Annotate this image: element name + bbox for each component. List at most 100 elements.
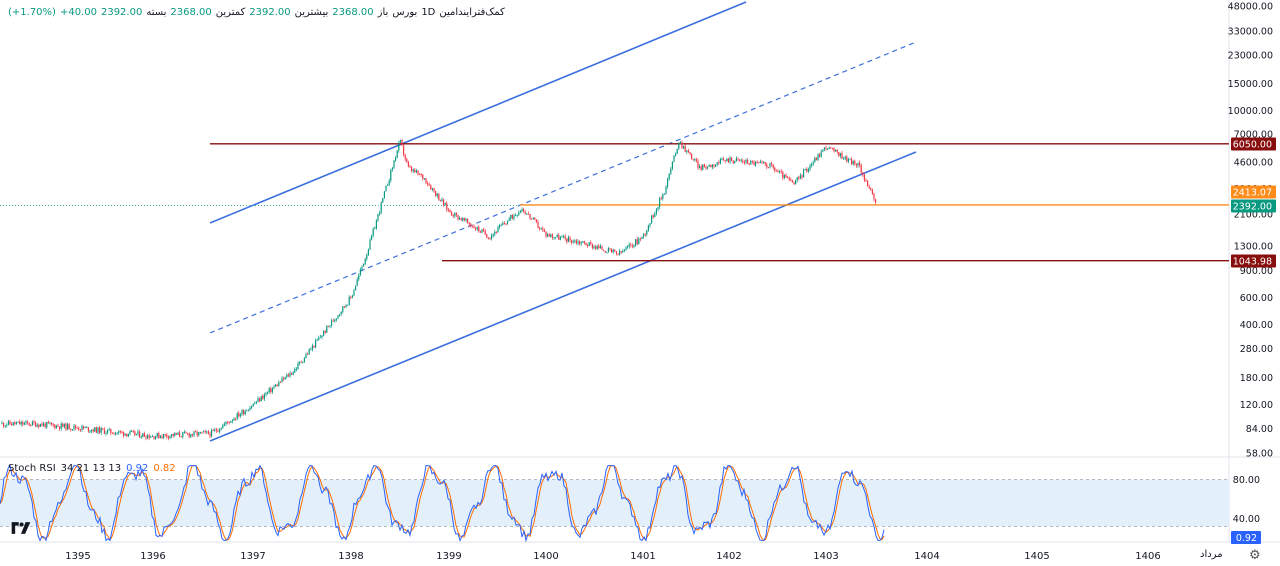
candle-body xyxy=(246,410,248,412)
stoch-axis-label: 40.00 xyxy=(1233,514,1260,525)
time-axis[interactable]: 1395 1396 1397 1398 1399 1400 1401 1402 1403 1404… xyxy=(65,551,1160,562)
candle-body xyxy=(134,431,136,435)
candle-body xyxy=(43,423,45,426)
price-tick-label: 2100.00 xyxy=(1234,210,1273,221)
stoch-current-label: 0.92 xyxy=(1236,533,1257,544)
price-tick-label: 15000.00 xyxy=(1228,79,1273,90)
candle-body xyxy=(449,209,451,213)
candle-body xyxy=(46,421,48,428)
candle-body xyxy=(147,435,149,439)
candle-body xyxy=(708,165,710,167)
main-pane xyxy=(0,0,1280,543)
candle-body xyxy=(478,227,480,232)
candle-body xyxy=(831,147,833,149)
candle-body xyxy=(615,251,617,254)
candle-body xyxy=(161,436,163,438)
candle-body xyxy=(470,224,472,227)
candle-body xyxy=(220,428,222,430)
gear-icon[interactable]: ⚙ xyxy=(1249,548,1261,563)
candle-body xyxy=(537,221,539,228)
candle-body xyxy=(499,225,501,228)
candle-body xyxy=(353,290,355,296)
candle-body xyxy=(862,172,864,175)
candle-body xyxy=(463,218,465,221)
candle-body xyxy=(206,431,208,433)
candle-body xyxy=(395,157,397,161)
candle-body xyxy=(323,331,325,336)
candle-body xyxy=(302,361,304,363)
candle-body xyxy=(524,211,526,215)
candle-body xyxy=(17,421,19,423)
candle-body xyxy=(590,242,592,244)
legend-change: +40.00 xyxy=(59,7,97,18)
candle-body xyxy=(391,167,393,170)
candle-body xyxy=(627,246,629,248)
candle-body xyxy=(838,151,840,156)
candle-body xyxy=(339,313,341,316)
candle-body xyxy=(86,427,88,429)
candle-body xyxy=(267,391,269,394)
candle-body xyxy=(158,433,160,438)
candle-body xyxy=(97,427,99,433)
candle-body xyxy=(343,306,345,308)
candle-body xyxy=(734,160,736,163)
candle-body xyxy=(9,421,11,425)
candle-body xyxy=(839,153,841,156)
candle-body xyxy=(19,421,21,425)
candle-body xyxy=(78,428,80,430)
candle-body xyxy=(492,234,494,236)
price-axis[interactable]: 48000.00 33000.00 23000.00 15000.00 10000.00… xyxy=(1228,2,1276,545)
tradingview-logo-icon[interactable] xyxy=(10,521,32,535)
candle-body xyxy=(503,223,505,224)
price-label-text: 6050.00 xyxy=(1233,140,1272,151)
candle-body xyxy=(372,228,374,236)
candle-body xyxy=(513,215,515,219)
candle-body xyxy=(174,432,176,436)
candle-body xyxy=(673,155,675,162)
candle-body xyxy=(569,237,571,241)
candle-body xyxy=(156,433,158,437)
candle-body xyxy=(772,164,774,168)
candle-body xyxy=(630,244,632,246)
candle-body xyxy=(855,164,857,166)
candle-body xyxy=(783,174,785,178)
candle-body xyxy=(833,148,835,152)
candle-body xyxy=(321,335,323,338)
candle-body xyxy=(799,175,801,179)
candle-body xyxy=(22,422,24,425)
candle-body xyxy=(508,218,510,221)
candle-body xyxy=(419,174,421,175)
candle-body xyxy=(487,237,489,239)
candle-body xyxy=(198,432,200,436)
candle-body xyxy=(433,188,435,192)
candle-body xyxy=(273,386,275,389)
candle-body xyxy=(108,428,110,430)
candle-body xyxy=(127,434,129,437)
candle-body xyxy=(529,213,531,219)
candle-body xyxy=(511,214,513,219)
candle-body xyxy=(439,200,441,202)
price-tick-label: 120.00 xyxy=(1240,400,1273,411)
candle-body xyxy=(57,425,59,427)
candle-body xyxy=(510,214,512,219)
candle-body xyxy=(639,238,641,240)
candle-body xyxy=(689,152,691,154)
legend-close-value: 2392.00 xyxy=(100,7,143,18)
candle-body xyxy=(297,363,299,369)
candle-body xyxy=(68,424,70,429)
time-tick-label: 1406 xyxy=(1135,551,1160,562)
candle-body xyxy=(468,222,470,225)
candle-body xyxy=(63,423,65,427)
candle-body xyxy=(535,219,537,222)
candle-body xyxy=(107,429,109,433)
candle-body xyxy=(124,433,126,436)
candle-body xyxy=(763,161,765,163)
candle-body xyxy=(726,158,728,162)
candle-body xyxy=(846,156,848,162)
candle-body xyxy=(401,139,403,146)
candle-body xyxy=(638,238,640,244)
candle-body xyxy=(183,431,185,433)
candle-body xyxy=(787,177,789,179)
candle-body xyxy=(564,236,566,239)
